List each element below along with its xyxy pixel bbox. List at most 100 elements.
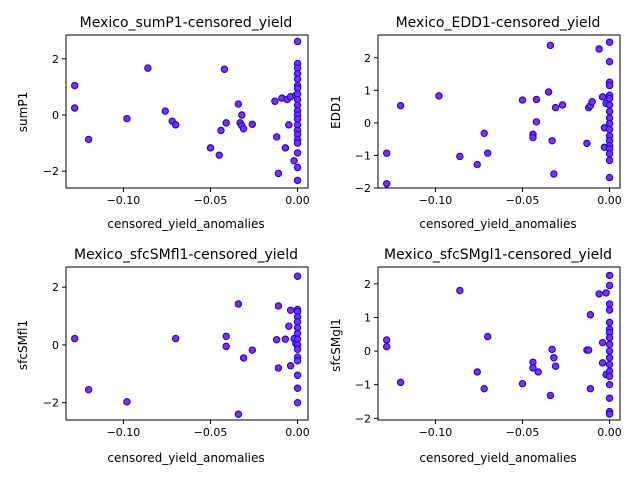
x-axis-label: censored_yield_anomalies (107, 217, 264, 231)
x-axis-label: censored_yield_anomalies (107, 451, 264, 465)
x-tick-label: −0.10 (419, 426, 453, 439)
data-point (583, 139, 591, 148)
y-tick-label: −1 (355, 379, 371, 392)
subplot-sumP1: Mexico_sumP1-censored_yield censored_yie… (16, 15, 310, 231)
data-point (529, 364, 537, 372)
data-point (293, 357, 302, 365)
y-axis-label: EDD1 (329, 95, 343, 129)
data-point (605, 300, 614, 308)
data-point (532, 95, 541, 104)
data-point (605, 107, 614, 116)
plot-area-frame (65, 34, 309, 189)
subplot-sfcSMgl1: Mexico_sfcSMgl1-censored_yield censored_… (329, 247, 622, 465)
y-tick-label: −1 (355, 149, 371, 162)
subplot-title: Mexico_sfcSMgl1-censored_yield (384, 247, 612, 263)
data-point (383, 149, 391, 157)
y-tick-label: 0 (52, 109, 59, 122)
data-point (605, 354, 614, 362)
x-axis-label: censored_yield_anomalies (419, 451, 576, 465)
data-point (285, 322, 293, 330)
data-point (293, 272, 302, 280)
data-point (220, 65, 229, 73)
data-point (293, 149, 302, 157)
data-point (598, 93, 607, 101)
data-point (598, 359, 607, 367)
data-point (605, 306, 614, 314)
data-point (605, 318, 614, 327)
data-point (293, 345, 302, 353)
x-tick-label: −0.05 (194, 194, 228, 207)
data-point (293, 37, 302, 46)
data-point (605, 156, 614, 165)
data-point (551, 362, 560, 370)
data-point (234, 410, 243, 418)
data-point (518, 96, 527, 104)
data-point (239, 125, 248, 133)
data-point (293, 75, 302, 83)
data-point (550, 170, 558, 178)
data-point (274, 302, 283, 310)
data-point (605, 150, 614, 158)
y-tick-label: −2 (43, 165, 59, 178)
plot-area-frame (377, 266, 621, 421)
y-tick-label: 2 (364, 52, 371, 65)
y-tick-label: 1 (364, 311, 371, 324)
data-point (272, 133, 281, 141)
data-point (396, 378, 405, 387)
y-tick-label: −2 (355, 182, 371, 195)
data-point (435, 92, 443, 100)
data-point (383, 180, 391, 188)
data-point (123, 114, 131, 123)
x-tick-label: −0.05 (506, 194, 540, 207)
data-point (290, 157, 298, 165)
data-point (206, 144, 215, 152)
data-point (473, 160, 481, 169)
data-point (605, 380, 614, 389)
data-point (546, 41, 555, 50)
data-point (248, 120, 256, 128)
subplot-EDD1: Mexico_EDD1-censored_yield censored_yiel… (329, 15, 622, 231)
data-point (274, 364, 283, 372)
y-axis-label: sfcSMgl1 (329, 318, 343, 372)
data-point (480, 385, 488, 393)
data-point (396, 101, 405, 110)
data-point (605, 410, 614, 418)
data-point (271, 97, 279, 105)
data-point (550, 354, 558, 362)
data-point (605, 38, 614, 46)
data-point (71, 104, 79, 112)
subplot-title: Mexico_sfcSMfl1-censored_yield (74, 247, 298, 263)
y-tick-label: 2 (364, 278, 371, 291)
data-point (544, 88, 553, 96)
x-tick-label: −0.10 (419, 194, 453, 207)
data-point (529, 133, 537, 142)
y-tick-label: 0 (52, 339, 59, 352)
data-point (546, 391, 555, 400)
data-point (584, 346, 593, 354)
data-point (605, 271, 614, 280)
data-point (71, 81, 79, 90)
y-tick-label: 2 (52, 281, 59, 294)
plot-area-frame (65, 266, 309, 421)
data-point (215, 151, 223, 159)
data-point (281, 335, 290, 343)
y-tick-label: 2 (52, 53, 59, 66)
data-point (473, 368, 481, 376)
data-point (456, 152, 464, 161)
data-point (595, 290, 603, 298)
x-tick-label: −0.05 (194, 426, 228, 439)
data-point (558, 101, 567, 109)
data-point (84, 135, 93, 144)
data-point (272, 336, 281, 344)
x-tick-label: 0.00 (597, 426, 622, 439)
data-point (605, 340, 614, 349)
data-point (605, 360, 614, 369)
data-point (598, 338, 607, 347)
data-point (605, 81, 614, 90)
y-tick-label: 0 (364, 117, 371, 130)
data-point (605, 101, 614, 109)
x-tick-label: −0.10 (107, 194, 141, 207)
data-point (480, 129, 488, 138)
